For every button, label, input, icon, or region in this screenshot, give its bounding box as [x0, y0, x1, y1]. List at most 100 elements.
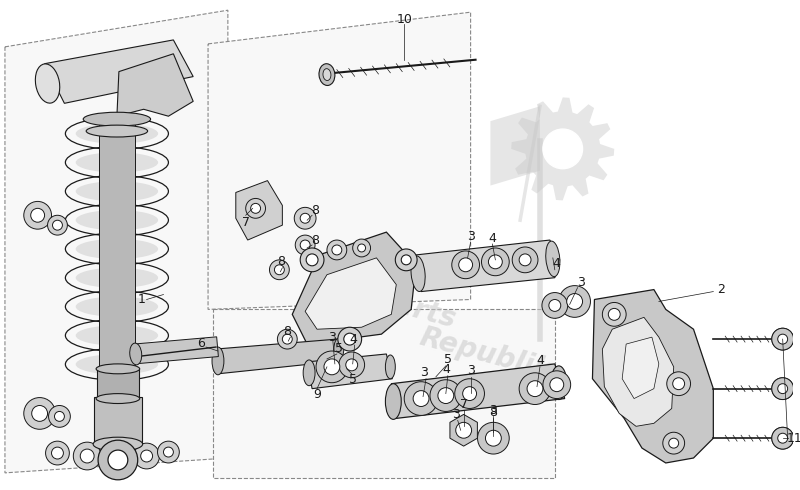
Circle shape: [80, 449, 94, 463]
Circle shape: [32, 406, 47, 421]
Polygon shape: [305, 258, 396, 329]
Ellipse shape: [303, 360, 315, 386]
Circle shape: [430, 380, 462, 412]
Ellipse shape: [76, 268, 158, 288]
Circle shape: [512, 247, 538, 273]
Circle shape: [358, 244, 366, 252]
Circle shape: [519, 373, 551, 405]
Ellipse shape: [76, 181, 158, 201]
Polygon shape: [216, 339, 341, 374]
Polygon shape: [5, 10, 228, 473]
Circle shape: [300, 240, 310, 250]
Circle shape: [602, 302, 626, 326]
Circle shape: [163, 447, 174, 457]
Text: 6: 6: [197, 337, 205, 349]
Circle shape: [543, 371, 570, 398]
Circle shape: [158, 441, 179, 463]
Polygon shape: [416, 240, 560, 292]
Text: 8: 8: [490, 406, 498, 419]
Circle shape: [772, 427, 794, 449]
Circle shape: [108, 450, 128, 470]
Circle shape: [478, 422, 510, 454]
Circle shape: [608, 308, 620, 320]
Ellipse shape: [76, 354, 158, 374]
Circle shape: [558, 286, 590, 318]
Polygon shape: [622, 337, 659, 398]
Circle shape: [456, 422, 471, 438]
Circle shape: [772, 378, 794, 399]
Ellipse shape: [96, 364, 140, 374]
Text: 10: 10: [396, 13, 412, 25]
Circle shape: [46, 441, 70, 465]
Ellipse shape: [323, 69, 331, 80]
Ellipse shape: [386, 384, 402, 419]
Circle shape: [278, 329, 298, 349]
Polygon shape: [45, 40, 193, 103]
Ellipse shape: [551, 366, 566, 399]
Circle shape: [274, 265, 284, 275]
Circle shape: [549, 299, 561, 311]
Circle shape: [519, 254, 531, 266]
Bar: [99, 116, 134, 384]
Text: 8: 8: [311, 234, 319, 246]
Text: 3: 3: [490, 404, 498, 417]
Text: 3: 3: [466, 365, 474, 377]
Circle shape: [566, 294, 582, 309]
Ellipse shape: [319, 64, 335, 85]
Circle shape: [338, 327, 362, 351]
Circle shape: [282, 334, 292, 344]
Polygon shape: [208, 12, 470, 309]
Text: 4: 4: [350, 333, 358, 345]
Polygon shape: [213, 309, 555, 478]
Circle shape: [772, 427, 794, 449]
Polygon shape: [593, 290, 714, 463]
Ellipse shape: [411, 256, 425, 292]
Text: 3: 3: [577, 276, 585, 289]
Ellipse shape: [212, 347, 224, 375]
Circle shape: [527, 381, 543, 396]
Circle shape: [246, 198, 266, 218]
Ellipse shape: [83, 112, 150, 126]
Circle shape: [542, 293, 568, 318]
Circle shape: [772, 378, 794, 399]
Text: 3: 3: [420, 367, 428, 379]
Ellipse shape: [96, 393, 140, 404]
Circle shape: [24, 201, 51, 229]
Circle shape: [778, 384, 788, 393]
Circle shape: [110, 451, 124, 465]
Polygon shape: [511, 98, 614, 200]
Circle shape: [772, 328, 794, 350]
Text: 1: 1: [138, 293, 146, 306]
Circle shape: [339, 352, 365, 378]
Circle shape: [306, 254, 318, 266]
Ellipse shape: [546, 241, 560, 277]
Circle shape: [402, 255, 411, 265]
Text: 8: 8: [311, 204, 319, 217]
Circle shape: [51, 447, 63, 459]
Circle shape: [452, 251, 479, 279]
Circle shape: [353, 239, 370, 257]
Text: 9: 9: [313, 388, 321, 401]
Circle shape: [346, 359, 358, 371]
Circle shape: [49, 406, 70, 427]
Polygon shape: [236, 181, 282, 240]
Circle shape: [327, 240, 346, 260]
Bar: [94, 396, 142, 444]
Ellipse shape: [86, 125, 148, 137]
Circle shape: [294, 207, 316, 229]
Ellipse shape: [334, 338, 344, 360]
Circle shape: [300, 213, 310, 223]
Polygon shape: [117, 54, 193, 116]
Text: 4: 4: [442, 363, 450, 376]
Polygon shape: [602, 318, 674, 426]
Circle shape: [344, 333, 356, 345]
Circle shape: [101, 442, 133, 474]
Text: 4: 4: [536, 354, 544, 368]
Circle shape: [543, 129, 582, 169]
Text: Republik: Republik: [416, 323, 554, 385]
Text: 4: 4: [489, 232, 496, 245]
Circle shape: [438, 388, 454, 404]
Circle shape: [295, 235, 315, 255]
Polygon shape: [490, 106, 540, 186]
Circle shape: [98, 440, 138, 480]
